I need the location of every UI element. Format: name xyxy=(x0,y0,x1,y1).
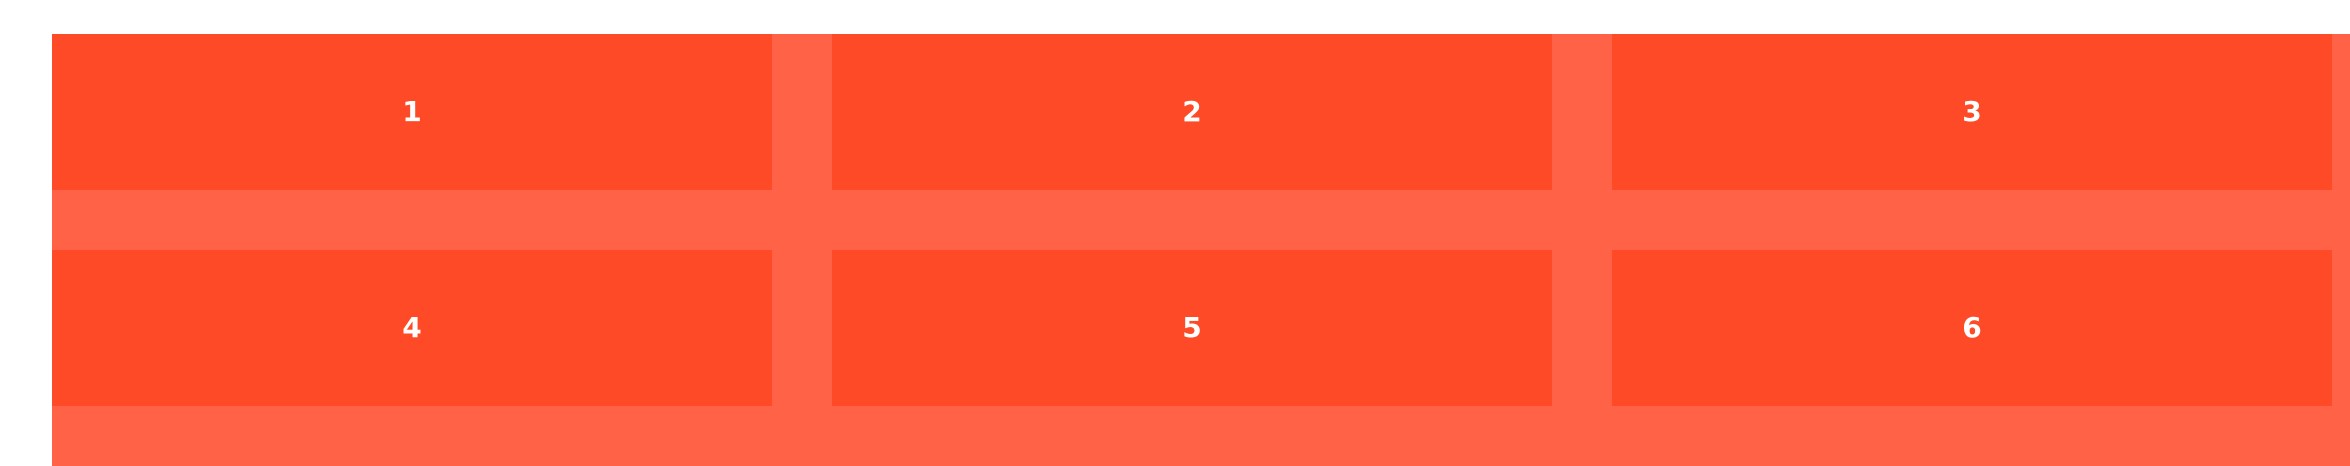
grid-cell-2: 2 xyxy=(832,34,1552,190)
grid-cell-5: 5 xyxy=(832,250,1552,406)
grid-cell-3: 3 xyxy=(1612,34,2332,190)
grid-cell-1: 1 xyxy=(52,34,772,190)
grid-cell-6: 6 xyxy=(1612,250,2332,406)
grid: 1 2 3 4 5 6 xyxy=(52,34,2350,406)
grid-cell-4: 4 xyxy=(52,250,772,406)
grid-container: 1 2 3 4 5 6 xyxy=(52,34,2350,466)
